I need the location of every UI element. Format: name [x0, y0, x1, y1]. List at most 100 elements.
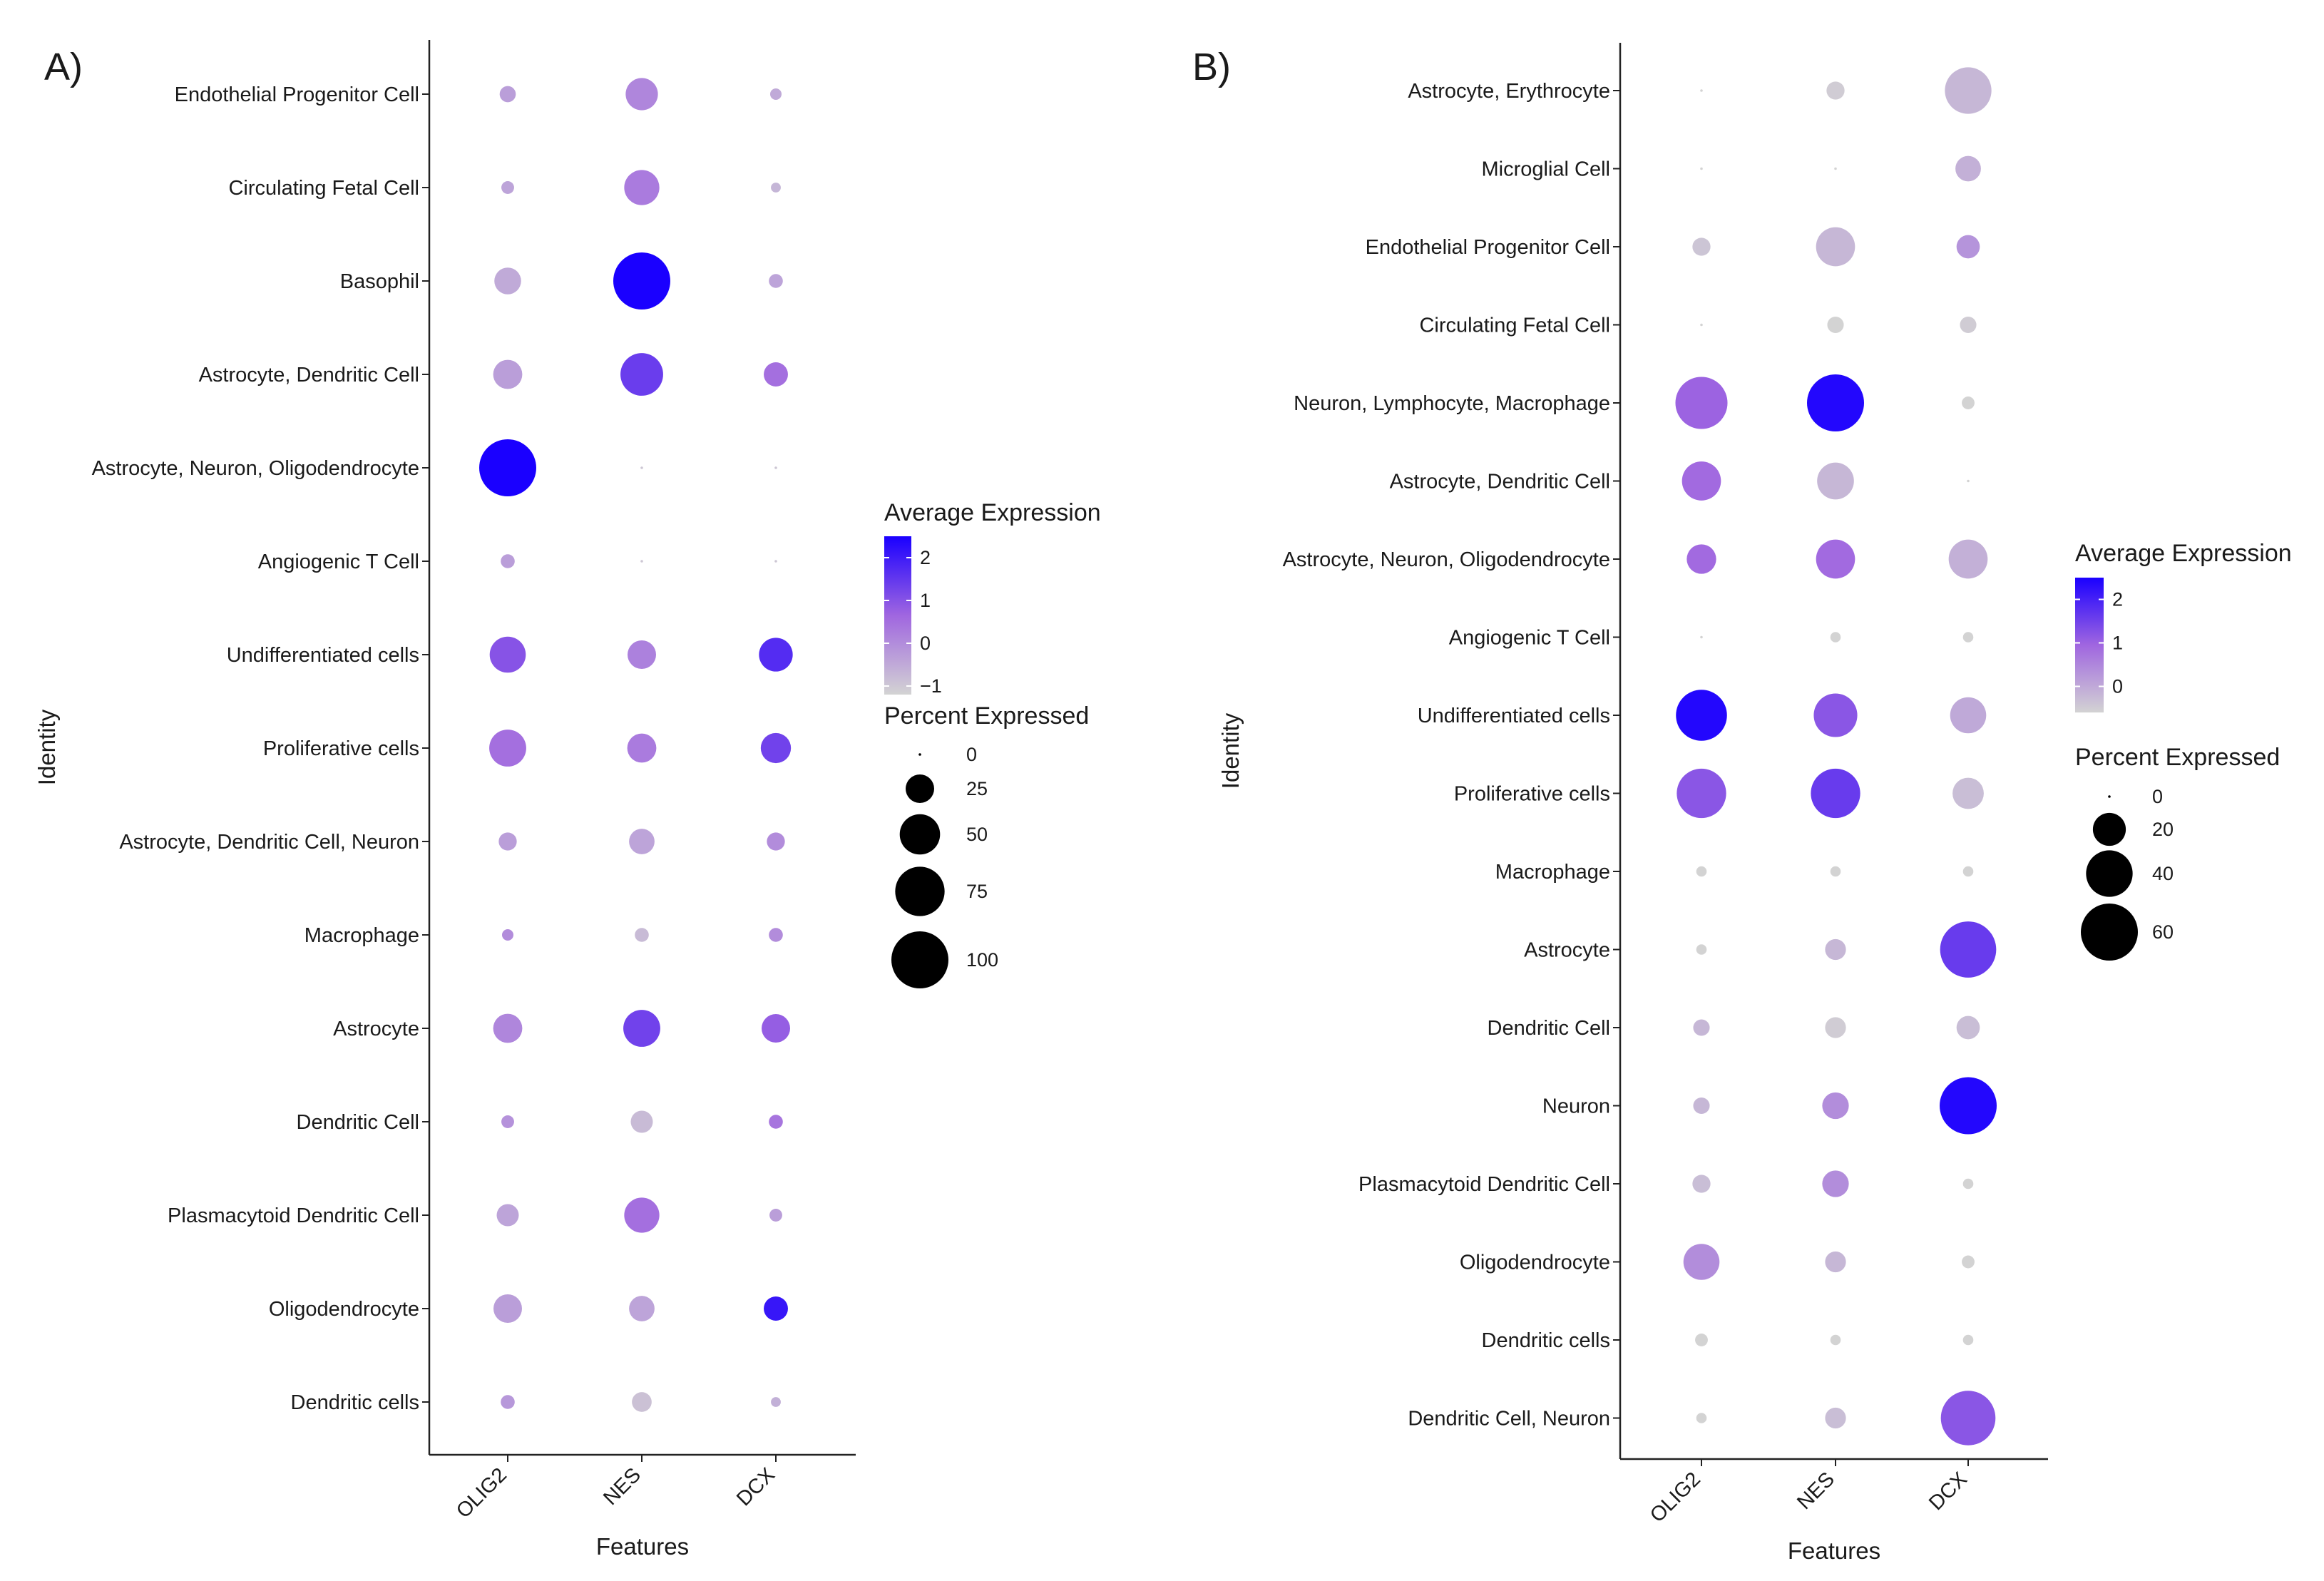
dot-astrocyte-neuron-oligodendrocyte-olig2: [1686, 544, 1716, 574]
color-tick-label: 2: [2112, 589, 2123, 610]
dot-dendritic-cell-neuron-olig2: [1696, 1413, 1707, 1423]
dot-neuron-lymphocyte-macrophage-dcx: [1962, 396, 1975, 409]
dot-neuron-nes: [1822, 1092, 1849, 1120]
dot-astrocyte-dendritic-cell-dcx: [764, 362, 788, 387]
size-tick-label: 75: [966, 881, 988, 902]
dot-undifferentiated-cells-olig2: [1676, 690, 1727, 741]
row-label-angiogenic-t-cell: Angiogenic T Cell: [258, 551, 419, 573]
size-legend-title: Percent Expressed: [2075, 744, 2280, 771]
dot-dendritic-cell-neuron-nes: [1825, 1407, 1846, 1429]
dot-proliferative-cells-nes: [1811, 768, 1860, 819]
dot-astrocyte-erythrocyte-dcx: [1945, 67, 1992, 114]
dot-macrophage-olig2: [502, 929, 513, 941]
size-key-dot: [895, 866, 945, 916]
x-axis-title: Features: [596, 1533, 689, 1560]
color-scale-bar: [2075, 578, 2104, 713]
dot-plot-panel-a: Endothelial Progenitor Cell Circulating F…: [34, 40, 1101, 1560]
row-label-astrocyte-erythrocyte: Astrocyte, Erythrocyte: [1408, 80, 1610, 103]
color-tick-label: 1: [920, 590, 931, 611]
dot-macrophage-nes: [1830, 866, 1841, 877]
dot-dendritic-cells-nes: [1830, 1334, 1841, 1346]
row-label-dendritic-cell: Dendritic Cell: [297, 1111, 419, 1134]
row-label-endothelial-progenitor-cell: Endothelial Progenitor Cell: [1366, 236, 1610, 259]
color-scale-bar: [884, 536, 911, 695]
dot-proliferative-cells-dcx: [1952, 777, 1984, 809]
row-label-basophil: Basophil: [340, 270, 419, 293]
row-label-macrophage: Macrophage: [304, 924, 419, 947]
dot-astrocyte-olig2: [1696, 944, 1707, 955]
dot-dendritic-cells-dcx: [1962, 1334, 1974, 1346]
size-key-dot: [2092, 812, 2126, 846]
dot-basophil-dcx: [769, 274, 783, 288]
row-label-angiogenic-t-cell: Angiogenic T Cell: [1449, 627, 1610, 650]
row-label-microglial-cell: Microglial Cell: [1482, 158, 1611, 181]
dot-dendritic-cells-dcx: [771, 1397, 781, 1407]
dot-plasmacytoid-dendritic-cell-olig2: [496, 1204, 519, 1227]
dot-angiogenic-t-cell-dcx: [774, 560, 777, 563]
dot-plasmacytoid-dendritic-cell-nes: [624, 1197, 660, 1233]
dot-neuron-olig2: [1693, 1097, 1710, 1115]
dot-astrocyte-dendritic-cell-neuron-dcx: [767, 832, 785, 851]
size-tick-label: 25: [966, 778, 988, 799]
dot-microglial-cell-nes: [1834, 167, 1837, 170]
dot-endothelial-progenitor-cell-dcx: [1956, 235, 1980, 259]
dot-neuron-lymphocyte-macrophage-olig2: [1675, 377, 1728, 429]
dot-astrocyte-erythrocyte-nes: [1826, 81, 1845, 100]
dot-astrocyte-olig2: [493, 1013, 523, 1043]
size-key-dot: [899, 814, 941, 855]
dot-dendritic-cell-nes: [630, 1110, 653, 1133]
dot-oligodendrocyte-dcx: [1962, 1255, 1975, 1269]
dot-circulating-fetal-cell-dcx: [1960, 316, 1977, 334]
dot-plasmacytoid-dendritic-cell-olig2: [1692, 1175, 1711, 1193]
dot-astrocyte-dendritic-cell-nes: [1817, 462, 1854, 500]
row-label-oligodendrocyte: Oligodendrocyte: [269, 1298, 419, 1321]
row-label-undifferentiated-cells: Undifferentiated cells: [1418, 705, 1610, 727]
dot-undifferentiated-cells-nes: [628, 640, 656, 669]
panel-b-letter: B): [1192, 46, 1231, 88]
dot-endothelial-progenitor-cell-dcx: [770, 88, 782, 100]
feature-label-dcx: DCX: [732, 1463, 779, 1510]
dot-plot-panel-b: Astrocyte, Erythrocyte Microglial Cell End…: [1217, 43, 2292, 1564]
x-axis-title: Features: [1788, 1537, 1880, 1564]
dot-microglial-cell-olig2: [1700, 167, 1703, 170]
dot-oligodendrocyte-olig2: [1683, 1244, 1720, 1280]
row-label-undifferentiated-cells: Undifferentiated cells: [227, 644, 419, 667]
size-legend-title: Percent Expressed: [884, 702, 1089, 730]
y-axis-title: Identity: [34, 709, 60, 785]
row-label-proliferative-cells: Proliferative cells: [263, 737, 419, 760]
size-tick-label: 20: [2152, 819, 2174, 840]
color-tick-label: 0: [920, 633, 931, 654]
dot-astrocyte-neuron-oligodendrocyte-nes: [640, 466, 643, 469]
size-key-dot: [2081, 904, 2138, 961]
size-tick-label: 100: [966, 949, 998, 971]
size-key-dot: [918, 753, 921, 756]
panel-a-letter: A): [44, 46, 83, 88]
row-label-plasmacytoid-dendritic-cell: Plasmacytoid Dendritic Cell: [1358, 1173, 1610, 1196]
dot-circulating-fetal-cell-olig2: [1700, 323, 1703, 327]
dot-neuron-lymphocyte-macrophage-nes: [1807, 374, 1864, 431]
dot-basophil-nes: [613, 252, 670, 309]
dot-astrocyte-neuron-oligodendrocyte-dcx: [1948, 539, 1988, 579]
row-label-astrocyte-neuron-oligodendrocyte: Astrocyte, Neuron, Oligodendrocyte: [92, 457, 419, 480]
dot-undifferentiated-cells-olig2: [489, 636, 526, 673]
color-legend-title: Average Expression: [884, 499, 1101, 526]
row-label-oligodendrocyte: Oligodendrocyte: [1460, 1252, 1610, 1274]
dot-plasmacytoid-dendritic-cell-dcx: [769, 1209, 782, 1222]
dot-oligodendrocyte-olig2: [493, 1294, 522, 1323]
color-legend-title: Average Expression: [2075, 540, 2292, 567]
dot-neuron-dcx: [1940, 1077, 1997, 1135]
feature-label-olig2: OLIG2: [1646, 1468, 1705, 1527]
dot-undifferentiated-cells-dcx: [759, 638, 793, 672]
dot-angiogenic-t-cell-olig2: [501, 554, 515, 568]
feature-label-olig2: OLIG2: [452, 1463, 511, 1523]
dot-dendritic-cell-olig2: [1693, 1019, 1710, 1036]
dot-undifferentiated-cells-nes: [1813, 693, 1858, 737]
size-tick-label: 50: [966, 824, 988, 845]
row-label-astrocyte: Astrocyte: [1524, 939, 1610, 962]
row-label-plasmacytoid-dendritic-cell: Plasmacytoid Dendritic Cell: [168, 1204, 419, 1227]
dot-astrocyte-erythrocyte-olig2: [1700, 89, 1703, 92]
size-key-dot: [2108, 795, 2111, 798]
dot-basophil-olig2: [494, 267, 521, 295]
dot-plasmacytoid-dendritic-cell-nes: [1822, 1170, 1849, 1197]
